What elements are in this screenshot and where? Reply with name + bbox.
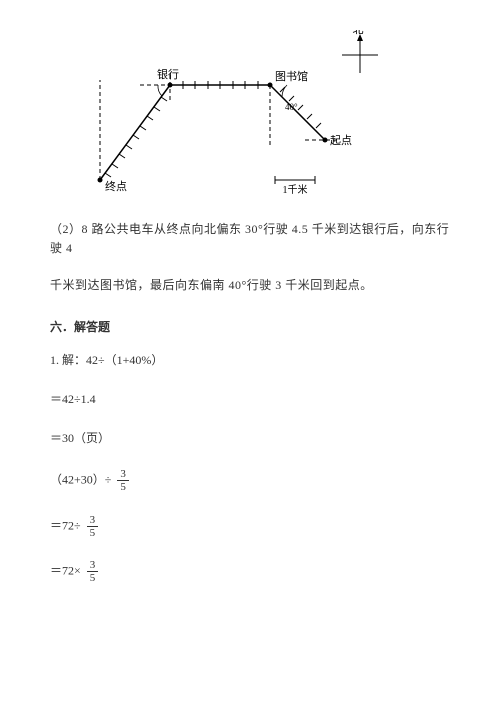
end-label: 终点 bbox=[105, 179, 127, 193]
solution-step-4: （42+30）÷ 3 5 bbox=[50, 468, 450, 493]
route-diagram: 北 bbox=[80, 30, 380, 200]
solution-step-6-prefix: ＝72× bbox=[50, 563, 81, 577]
scale-bar bbox=[275, 176, 315, 184]
route-library-start bbox=[270, 85, 325, 140]
solution-step-1: 1. 解：42÷（1+40%） bbox=[50, 351, 450, 370]
problem-2-line-2: 千米到达图书馆，最后向东偏南 40°行驶 3 千米回到起点。 bbox=[50, 276, 450, 295]
fraction-3-5-c: 3 5 bbox=[87, 559, 99, 584]
compass-north-label: 北 bbox=[353, 30, 364, 36]
problem-2-line-1: （2）8 路公共电车从终点向北偏东 30°行驶 4.5 千米到达银行后，向东行驶… bbox=[50, 220, 450, 258]
solution-step-5-prefix: ＝72÷ bbox=[50, 518, 81, 532]
fraction-3-5-b: 3 5 bbox=[87, 514, 99, 539]
point-start bbox=[323, 138, 328, 143]
point-end bbox=[98, 178, 103, 183]
point-library bbox=[268, 83, 273, 88]
solution-step-5: ＝72÷ 3 5 bbox=[50, 514, 450, 539]
start-label: 起点 bbox=[330, 134, 352, 147]
solution-step-2: ＝42÷1.4 bbox=[50, 390, 450, 409]
fraction-3-5-a: 3 5 bbox=[117, 468, 129, 493]
angle-arc-bank bbox=[158, 85, 162, 96]
solution-step-4-prefix: （42+30）÷ bbox=[50, 473, 111, 487]
section-6-title: 六．解答题 bbox=[50, 318, 450, 337]
route-end-bank bbox=[100, 85, 170, 180]
angle-40-label: 40° bbox=[285, 102, 298, 112]
library-label: 图书馆 bbox=[275, 69, 308, 83]
point-bank bbox=[168, 83, 173, 88]
scale-label: 1千米 bbox=[283, 183, 308, 196]
bank-label: 银行 bbox=[157, 67, 179, 81]
solution-step-6: ＝72× 3 5 bbox=[50, 559, 450, 584]
solution-step-3: ＝30（页） bbox=[50, 429, 450, 448]
compass-icon bbox=[342, 34, 378, 73]
